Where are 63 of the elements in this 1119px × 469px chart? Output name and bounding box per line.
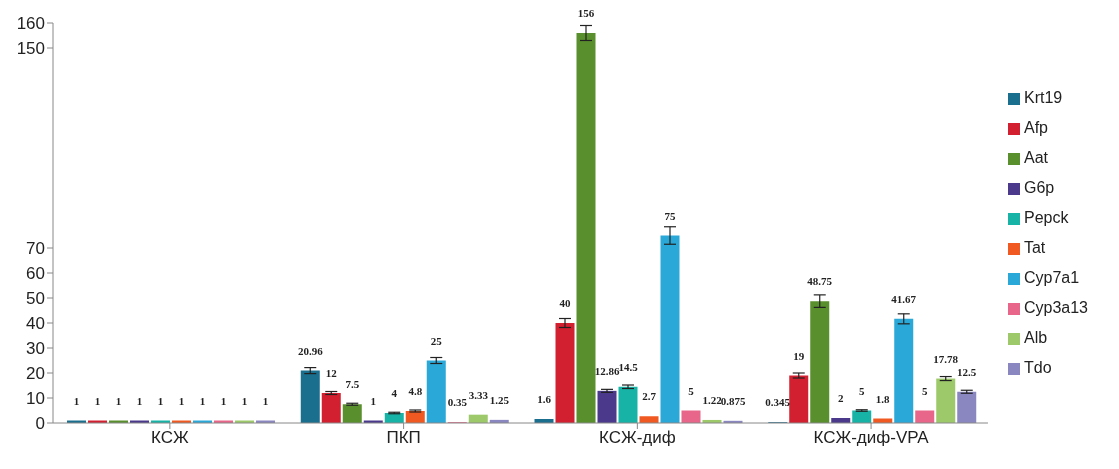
y-tick-label: 10: [26, 389, 45, 409]
data-label: 12.5: [957, 365, 977, 378]
data-label: 12.86: [594, 364, 620, 377]
x-tick-label: КСЖ-диф: [598, 428, 676, 448]
legend-label: Tdo: [1023, 359, 1052, 376]
legend-label: Aat: [1023, 149, 1048, 166]
legend-label: Pepck: [1023, 209, 1069, 226]
legend-label: Alb: [1023, 329, 1048, 346]
data-label: 1: [157, 394, 164, 407]
legend-label: Krt19: [1023, 89, 1063, 106]
data-label: 1.22: [702, 393, 723, 406]
data-label: 3.33: [468, 388, 489, 401]
y-tick-label: 0: [35, 414, 45, 434]
y-tick-label: 50: [26, 289, 45, 309]
data-label: 1.25: [489, 393, 510, 406]
data-label: 14.5: [618, 360, 639, 373]
data-label: 4: [391, 387, 398, 399]
legend-label: Cyp7a1: [1023, 269, 1080, 286]
data-label: 1: [94, 394, 101, 407]
x-tick-label: ПКП: [386, 428, 421, 448]
data-label: 40: [559, 297, 571, 309]
legend-label: Cyp3a13: [1023, 299, 1088, 316]
legend-label: Afp: [1023, 119, 1048, 136]
data-label: 1: [115, 394, 122, 407]
data-label: 0.875: [720, 394, 746, 407]
data-label: 5: [688, 384, 695, 397]
y-tick-label: 150: [16, 39, 45, 59]
data-label: 5: [858, 384, 865, 397]
data-label: 19: [793, 349, 805, 362]
y-tick-label: 60: [26, 264, 45, 284]
y-tick-label: 30: [26, 339, 45, 359]
y-tick-label: 70: [26, 239, 45, 259]
data-label: 1: [199, 394, 206, 407]
data-label: 4.8: [408, 385, 423, 397]
y-tick-label: 160: [16, 14, 45, 34]
data-label: 2.7: [642, 390, 657, 403]
data-label: 17.78: [933, 352, 959, 365]
data-label: 48.75: [807, 275, 833, 288]
data-label: 1.6: [537, 393, 552, 405]
data-label: 5: [921, 384, 928, 397]
data-label: 41.67: [891, 292, 917, 305]
legend-label: Tat: [1023, 239, 1046, 256]
data-label: 1.8: [875, 392, 891, 405]
data-label: 25: [430, 334, 443, 347]
x-tick-label: КСЖ-диф-VPA: [813, 428, 930, 448]
data-label: 1: [136, 394, 143, 407]
data-label: 1: [73, 394, 80, 407]
data-label: 156: [577, 7, 595, 19]
x-tick-label: КСЖ: [151, 428, 190, 448]
y-tick-label: 40: [26, 314, 45, 334]
data-label: 1: [178, 394, 185, 407]
data-label: 1: [241, 394, 248, 407]
legend-label: G6p: [1023, 179, 1055, 196]
data-label: 1: [370, 394, 377, 407]
data-label: 7.5: [345, 378, 360, 391]
data-label: 75: [664, 209, 676, 222]
data-label: 0.35: [447, 396, 468, 409]
data-label: 20.96: [297, 344, 324, 357]
y-tick-label: 20: [26, 364, 45, 384]
data-label: 12: [325, 367, 338, 379]
data-label: 1: [220, 394, 227, 407]
data-label: 1: [262, 394, 269, 407]
data-label: 2: [837, 392, 844, 404]
